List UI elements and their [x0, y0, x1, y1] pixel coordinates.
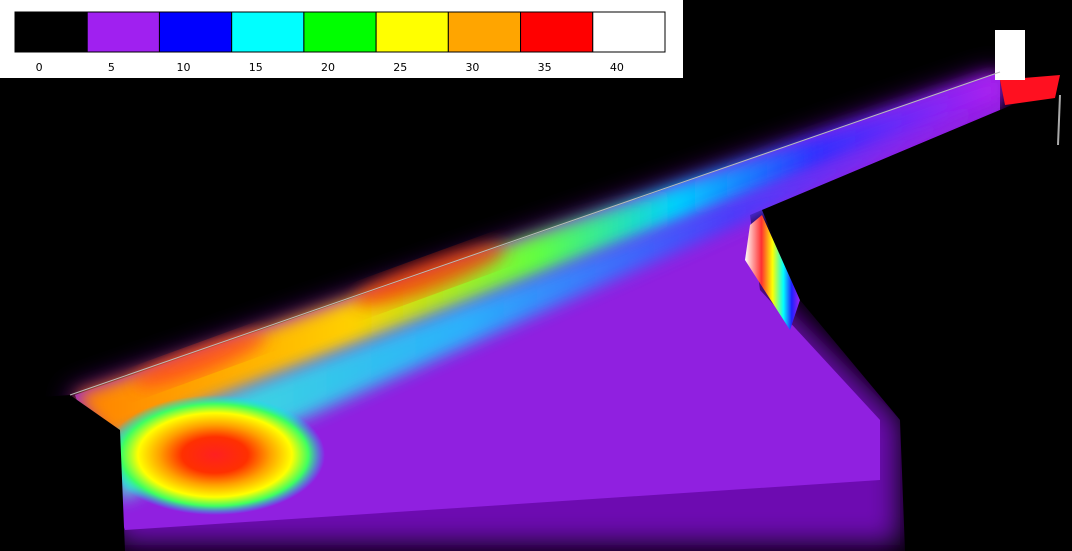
legend-label: 35: [538, 61, 552, 74]
legend-label: 10: [177, 61, 191, 74]
outlet: [1000, 75, 1060, 105]
legend-swatch: [86, 11, 160, 53]
hot-ridge: [354, 243, 506, 307]
hot-spot: [105, 395, 325, 515]
hot-ridge: [134, 332, 266, 388]
legend-label: 25: [393, 61, 407, 74]
legend-swatch: [520, 11, 594, 53]
channel-band: [75, 72, 1000, 440]
legend-label: 30: [465, 61, 479, 74]
legend-swatch: [231, 11, 305, 53]
legend-label: 5: [108, 61, 115, 74]
legend-swatch: [158, 11, 233, 53]
legend: 0 5 10 15 20 25 30 35 40: [0, 0, 683, 78]
edge: [1057, 94, 1061, 146]
legend-label: 15: [249, 61, 263, 74]
legend-label: 0: [36, 61, 43, 74]
side-wall: [745, 215, 800, 330]
right-block: [762, 85, 1072, 551]
edge: [69, 71, 1001, 396]
channel-inner: [110, 100, 1000, 500]
legend-label: 40: [610, 61, 624, 74]
channel-wall-left: [0, 395, 125, 551]
legend-swatch: [375, 11, 449, 53]
outlet-top: [995, 30, 1025, 80]
legend-swatch: [303, 11, 377, 53]
legend-swatch: [14, 11, 88, 53]
legend-label: 20: [321, 61, 335, 74]
legend-swatch: [592, 11, 666, 53]
legend-swatch: [447, 11, 522, 53]
